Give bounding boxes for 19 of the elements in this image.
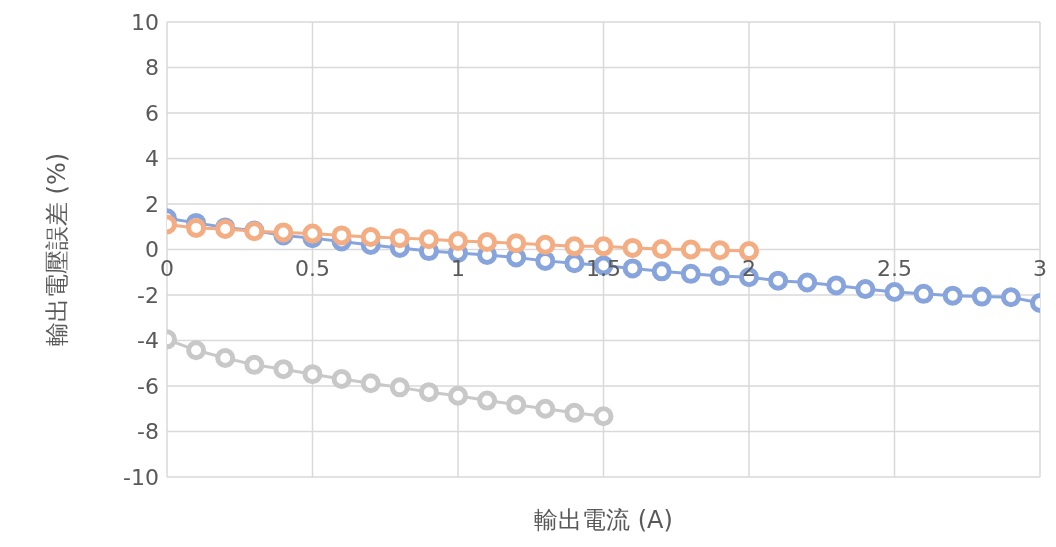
x-axis-title: 輸出電流 (A): [534, 506, 673, 535]
y-tick-label: 0: [145, 237, 159, 263]
y-axis-title: 輸出電壓誤差 (%): [42, 152, 71, 347]
x-tick-label: 2: [742, 255, 756, 281]
y-tick-label: 4: [145, 146, 159, 172]
x-tick-label: 1.5: [586, 255, 621, 281]
y-tick-label: 6: [145, 100, 159, 126]
y-tick-label: 8: [145, 55, 159, 81]
y-tick-label: -10: [123, 464, 159, 490]
y-tick-label: -8: [137, 419, 159, 445]
y-tick-label: -6: [137, 373, 159, 399]
x-tick-label: 1: [451, 255, 465, 281]
y-tick-label: -2: [137, 282, 159, 308]
x-tick-label: 0.5: [295, 255, 330, 281]
y-tick-label: 10: [131, 9, 159, 35]
y-tick-label: -4: [137, 328, 159, 354]
x-tick-label: 2.5: [877, 255, 912, 281]
y-tick-label: 2: [145, 191, 159, 217]
x-tick-label: 3: [1033, 255, 1047, 281]
